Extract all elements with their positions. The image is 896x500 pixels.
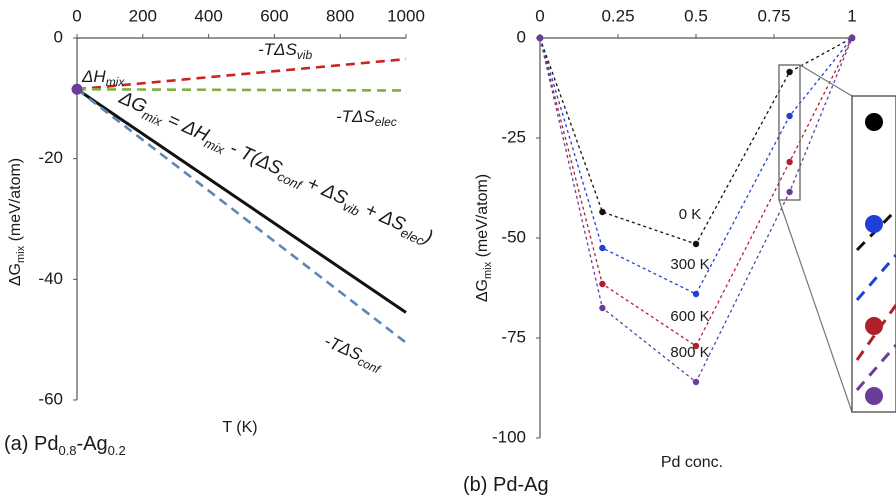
panel-b-xlabel: Pd conc. (661, 454, 723, 471)
panel-b-x-tick-label: 1 (847, 6, 856, 25)
series-line-t-selec (76, 87, 407, 92)
data-point-800-k (848, 34, 856, 42)
panel-b-chart: 0 0.25 0.5 0.75 1 0 -25 -50 -75 -100 0 K 300 K 600 … (463, 6, 896, 496)
panel-a-caption: (a) Pd0.8-Ag0.2 (4, 433, 126, 458)
series-label-800-k: 800 K (670, 344, 709, 361)
panel-a-x-tick-label: 800 (326, 6, 354, 25)
annotation-vib: -TΔSvib (258, 40, 312, 62)
panel-a-ylabel: ΔGmix (meV/atom) (7, 158, 27, 286)
inset-connector-top (799, 64, 853, 97)
annotation-elec: -TΔSelec (336, 107, 397, 129)
panel-a-x-tick-label: 1000 (387, 6, 425, 25)
panel-a-y-tick-label: 0 (54, 27, 63, 46)
data-point-600-k (786, 158, 793, 166)
data-point-0-k (599, 208, 606, 216)
panel-b-x-tick-label: 0.75 (757, 6, 790, 25)
annotation-conf: -TΔSconf (320, 331, 387, 377)
data-point-600-k (692, 342, 700, 350)
panel-a-y-tick-label: -20 (38, 148, 63, 167)
inset-line-300k (855, 254, 896, 301)
inset-point-0k (865, 113, 883, 131)
panel-a-axes (73, 34, 407, 401)
inset-line-800k (855, 344, 896, 391)
panel-b-y-tick-label: -25 (501, 127, 526, 146)
series-line-300-k (539, 37, 853, 295)
data-point-300-k (599, 244, 606, 252)
series-line-t-sconf (76, 88, 407, 344)
series-label-600-k: 600 K (670, 308, 709, 325)
data-point-800-k (536, 34, 544, 42)
panel-b-x-tick-label: 0.5 (684, 6, 708, 25)
data-point-800-k (786, 188, 793, 196)
series-label-300-k: 300 K (670, 256, 709, 273)
panel-b-axes (536, 34, 853, 439)
start-point (71, 83, 83, 95)
panel-b-x-tick-label: 0 (535, 6, 544, 25)
series-line-t-svib (76, 57, 407, 91)
inset-point-300k (865, 215, 883, 233)
panel-b-y-tick-label: -100 (492, 427, 526, 446)
annotation-equation: ΔGmix = ΔHmix - T(ΔSconf + ΔSvib + ΔSele… (114, 87, 436, 251)
panel-a-chart: 0 200 400 600 800 1000 0 -20 -40 -60 ΔHmix -TΔSvi… (4, 6, 436, 458)
panel-b-y-tick-label: -50 (501, 227, 526, 246)
panel-a-x-tick-label: 400 (194, 6, 222, 25)
series-line-gmix (76, 88, 407, 314)
panel-a-tick-labels: 0 200 400 600 800 1000 0 -20 -40 -60 (38, 6, 424, 408)
panel-b-temperature-labels: 0 K 300 K 600 K 800 K (670, 206, 709, 361)
panel-b-tick-labels: 0 0.25 0.5 0.75 1 0 -25 -50 -75 -100 (492, 6, 857, 446)
series-line-600-k (539, 37, 853, 347)
inset-point-600k (865, 317, 883, 335)
annotation-dhmix: ΔHmix (81, 67, 125, 89)
data-point-0-k (692, 240, 700, 248)
panel-a-x-tick-label: 200 (129, 6, 157, 25)
panel-a-y-tick-label: -40 (38, 269, 63, 288)
inset-source-box (778, 64, 801, 201)
panel-b-series (536, 34, 856, 386)
inset-zoom-box (851, 95, 896, 413)
panel-a-y-tick-label: -60 (38, 389, 63, 408)
data-point-600-k (599, 280, 606, 288)
panel-b-y-tick-label: -75 (501, 327, 526, 346)
inset-connector-bottom (778, 199, 853, 413)
inset-zoom-content (855, 113, 896, 405)
panel-a-series (71, 57, 407, 344)
panel-b-x-tick-label: 0.25 (601, 6, 634, 25)
inset-point-800k (865, 387, 883, 405)
zoom-inset (778, 64, 896, 413)
data-point-800-k (599, 304, 606, 312)
series-label-0-k: 0 K (679, 206, 702, 223)
panel-a-x-tick-label: 0 (72, 6, 81, 25)
data-point-300-k (786, 112, 793, 120)
panel-b-ylabel: ΔGmix (meV/atom) (474, 174, 494, 302)
panel-b-y-tick-label: 0 (517, 27, 526, 46)
data-point-800-k (692, 378, 700, 386)
panel-a-xlabel: T (K) (222, 419, 257, 436)
data-point-0-k (786, 68, 793, 76)
panel-b-caption: (b) Pd-Ag (463, 474, 549, 496)
panel-a-x-tick-label: 600 (260, 6, 288, 25)
data-point-300-k (692, 290, 700, 298)
